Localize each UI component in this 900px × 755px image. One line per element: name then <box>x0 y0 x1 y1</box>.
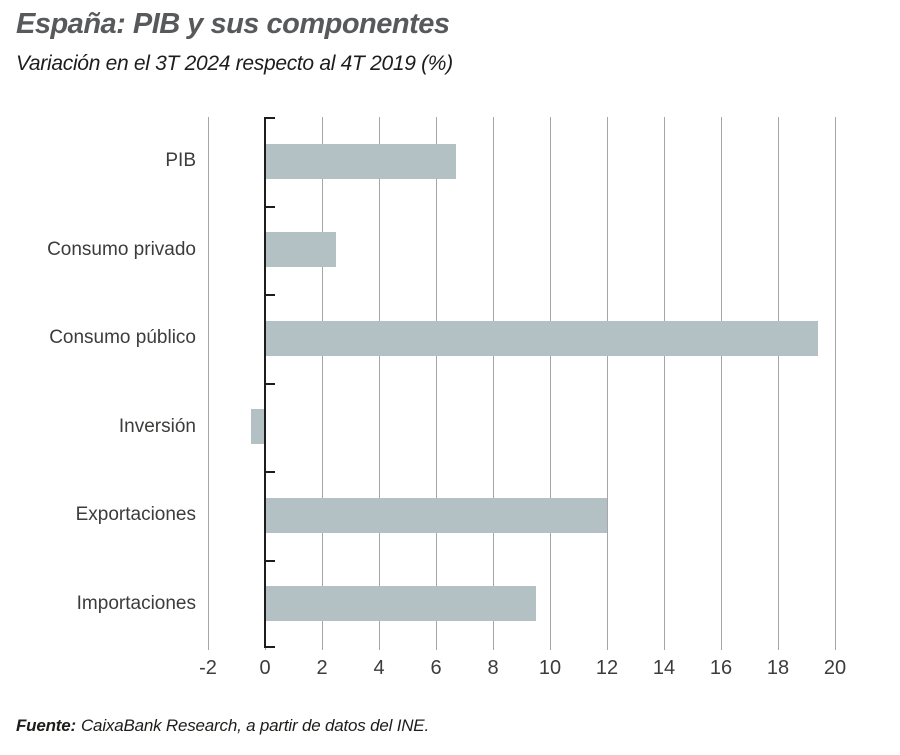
x-tick-label-20: 20 <box>823 657 847 679</box>
axis-category-tick <box>266 294 275 296</box>
axis-category-tick <box>266 471 275 473</box>
gridline-x--2 <box>207 117 209 650</box>
bar-chart: PIB Consumo privado Consumo público Inversi… <box>0 117 900 707</box>
category-label-consumo-p-blico: Consumo público <box>49 327 196 349</box>
source-text: CaixaBank Research, a partir de datos de… <box>80 716 429 735</box>
category-label-inversi-n: Inversión <box>118 415 196 437</box>
x-tick-label-4: 4 <box>373 657 385 679</box>
gridline-x-8 <box>492 117 494 650</box>
value-axis: -2 0 2 4 6 8 10 12 14 16 18 20 <box>0 657 900 687</box>
bar-pib <box>265 143 456 179</box>
x-tick-label-10: 10 <box>538 657 562 679</box>
x-tick-label-0: 0 <box>259 657 271 679</box>
source-note: Fuente: CaixaBank Research, a partir de d… <box>16 716 429 736</box>
category-axis: PIB Consumo privado Consumo público Inversi… <box>0 117 196 648</box>
chart-subtitle: Variación en el 3T 2024 respecto al 4T 2… <box>16 52 453 75</box>
x-tick-label-6: 6 <box>430 657 442 679</box>
bar-importaciones <box>265 586 536 622</box>
source-label: Fuente: <box>16 716 76 735</box>
plot-area <box>207 117 836 650</box>
axis-category-tick <box>266 559 275 562</box>
zero-axis <box>264 117 266 648</box>
bar-exportaciones <box>265 497 607 533</box>
axis-bottom-cap <box>266 646 275 648</box>
chart-title: España: PIB y sus componentes <box>16 8 450 40</box>
bar-inversi-n <box>250 409 265 445</box>
axis-category-tick <box>266 205 275 208</box>
axis-category-tick <box>266 382 275 385</box>
bar-consumo-p-blico <box>265 320 818 356</box>
x-tick-label-18: 18 <box>766 657 790 679</box>
gridline-x-6 <box>435 117 437 650</box>
x-tick-label-2: 2 <box>316 657 328 679</box>
category-label-importaciones: Importaciones <box>76 592 196 614</box>
gridline-x-14 <box>663 117 665 650</box>
gridline-x-4 <box>378 117 380 650</box>
gridline-x-18 <box>777 117 779 650</box>
bar-consumo-privado <box>265 232 337 268</box>
category-label-exportaciones: Exportaciones <box>75 504 196 526</box>
x-tick-label-16: 16 <box>709 657 733 679</box>
gridline-x-16 <box>720 117 722 650</box>
x-tick-label-12: 12 <box>595 657 619 679</box>
gridline-x-20 <box>834 117 836 650</box>
x-tick-label-14: 14 <box>652 657 676 679</box>
gridline-x-12 <box>606 117 608 650</box>
axis-top-cap <box>266 117 275 119</box>
category-label-pib: PIB <box>165 150 196 172</box>
gridline-x-2 <box>321 117 323 650</box>
category-label-consumo-privado: Consumo privado <box>47 238 196 260</box>
gridline-x-10 <box>549 117 551 650</box>
x-tick-label--2: -2 <box>199 657 217 679</box>
x-tick-label-8: 8 <box>487 657 499 679</box>
